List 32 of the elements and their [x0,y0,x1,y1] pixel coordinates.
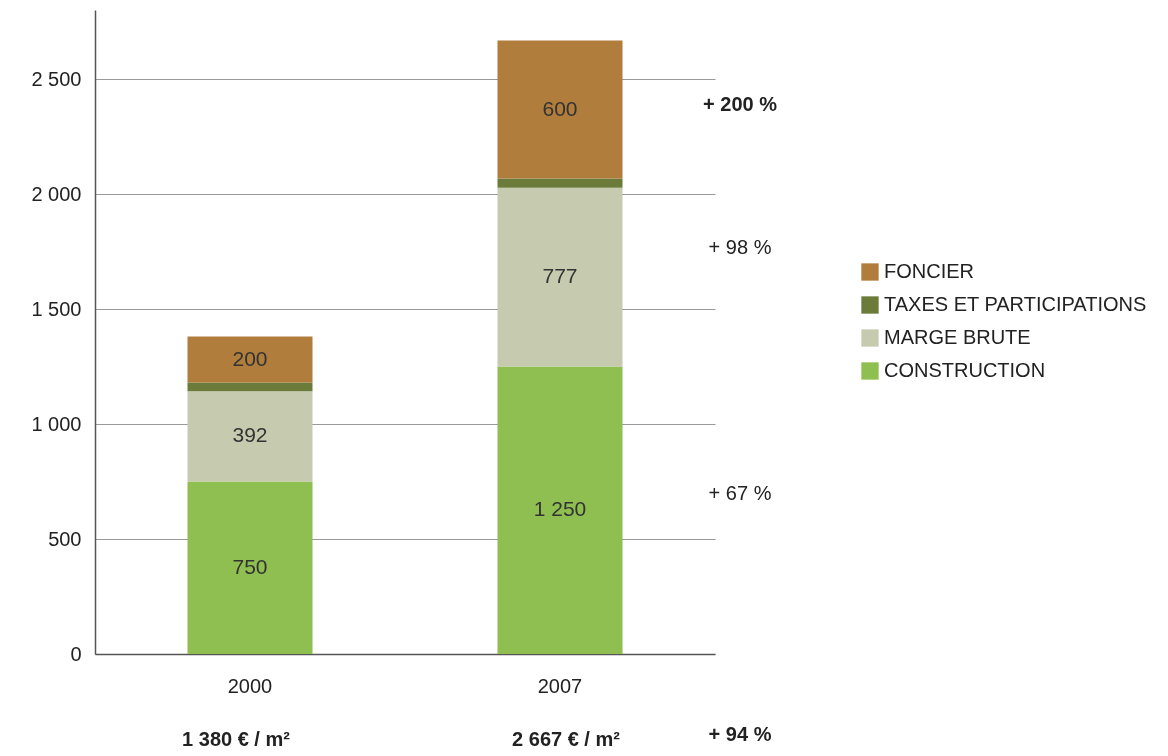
bar [497,40,623,179]
bar [187,382,313,392]
legend-label: FONCIER [884,260,974,282]
annotation: + 67 % [708,482,772,504]
bar [497,187,623,367]
y-tick-label: 2 000 [31,182,82,205]
legend-label: CONSTRUCTION [884,359,1046,381]
x-tick-label: 2000 [227,674,273,697]
text: 1 380 € / m² [182,728,291,750]
x-tick-label: 2007 [537,674,583,697]
data-label: 777 [542,264,578,288]
y-tick-label: 2 500 [31,67,82,90]
data-label: 200 [232,346,268,370]
text: 2 667 € / m² [512,728,621,750]
data-label: 1 250 [533,497,587,521]
bar [187,336,313,383]
y-tick-label: 1 000 [31,412,82,435]
data-label: 392 [232,423,268,447]
legend-label: TAXES ET PARTICIPATIONS [884,293,1147,315]
y-tick-label: 500 [48,527,82,550]
y-tick-label: 1 500 [31,297,82,320]
data-label: 600 [542,96,578,120]
text: + 94 % [708,723,772,745]
data-label: 750 [232,554,268,578]
annotation: + 200 % [703,93,778,115]
y-tick-label: 0 [70,642,82,665]
bar [187,391,313,482]
bar [187,481,313,654]
bar [497,366,623,654]
annotation: + 98 % [708,236,772,258]
legend-label: MARGE BRUTE [884,326,1031,348]
bar [497,178,623,188]
